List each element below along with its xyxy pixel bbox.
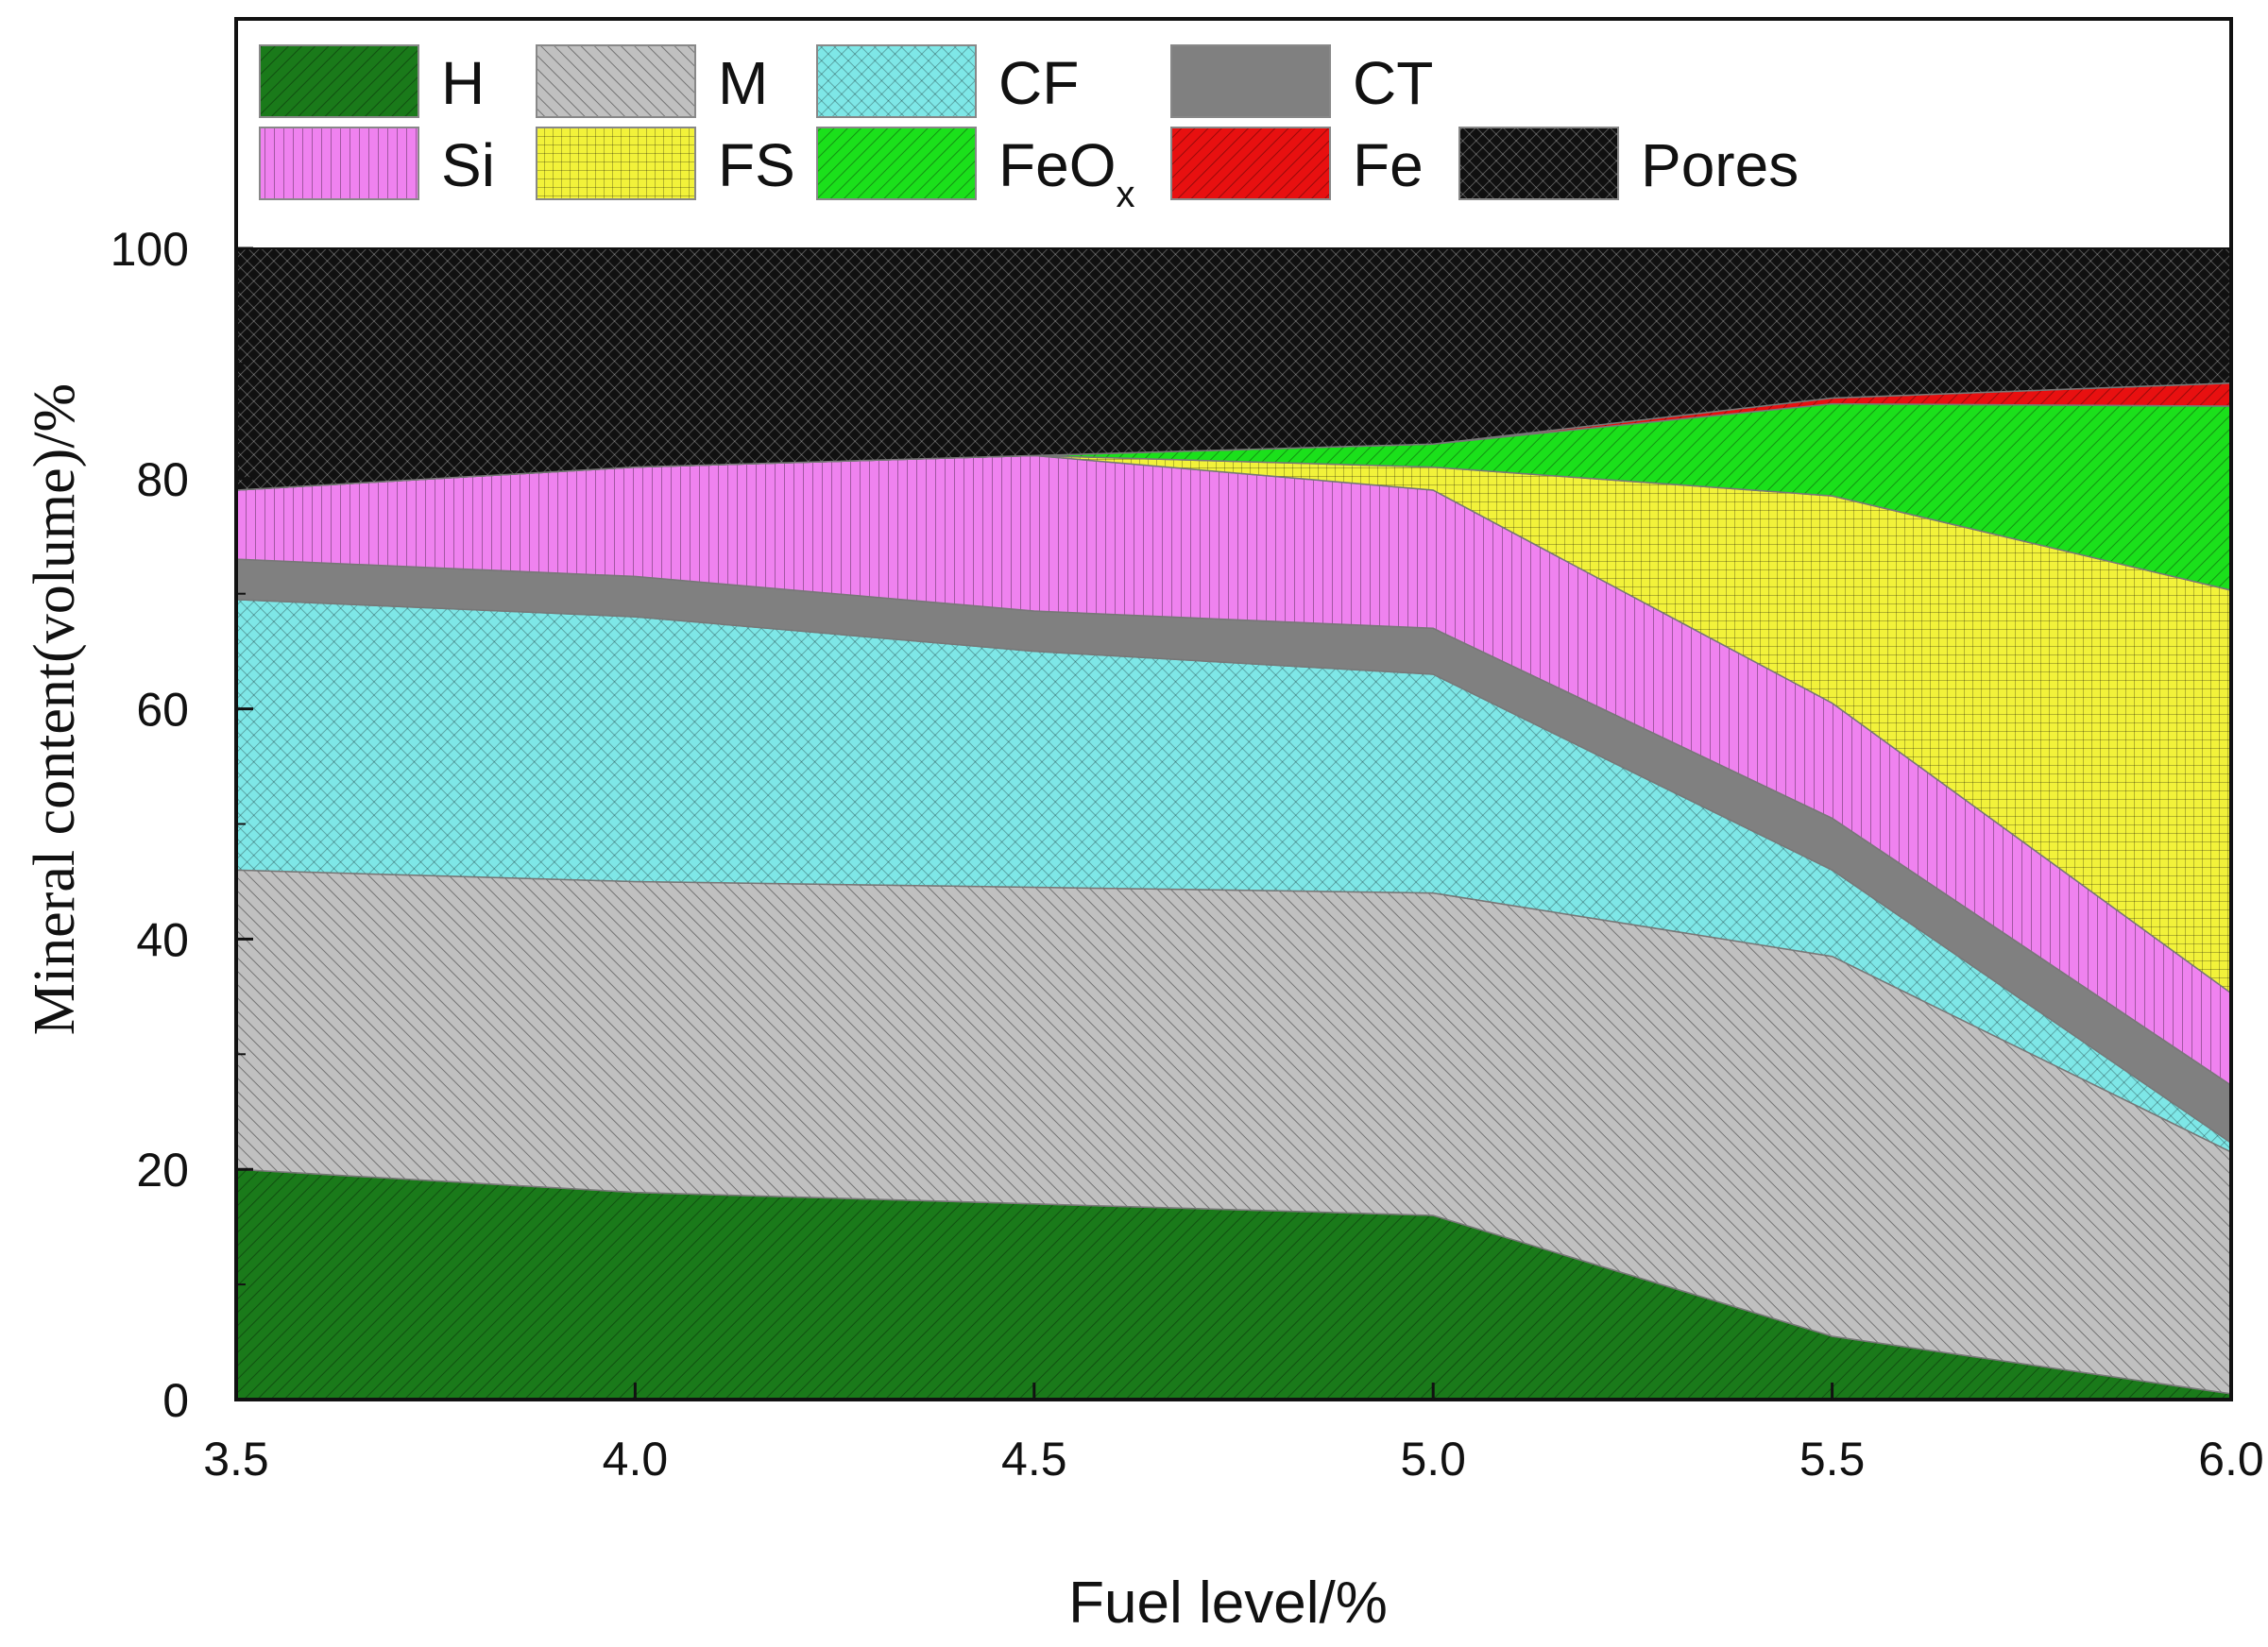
legend-label-fs: FS: [718, 131, 795, 199]
legend-swatch-feox: [816, 127, 977, 200]
legend-swatch-h: [259, 44, 419, 118]
y-tick-label: 20: [136, 1144, 189, 1197]
legend-label-pores: Pores: [1641, 131, 1799, 199]
legend-label-feox: FeOx: [998, 131, 1134, 215]
stacked-areas: [235, 247, 2232, 1401]
legend-swatch-fe: [1170, 127, 1331, 200]
legend-label-si: Si: [441, 131, 495, 199]
y-tick-label: 40: [136, 913, 189, 966]
x-tick-label: 6.0: [2198, 1433, 2264, 1486]
y-axis-ticks: 0 20 40 60 80 100: [111, 223, 253, 1427]
legend: H M CF CT Si FS FeOx Fe Pores: [259, 44, 1799, 215]
legend-label-m: M: [718, 49, 768, 117]
legend-swatch-cf: [816, 44, 977, 118]
y-axis-title: Mineral content(volume)/%: [23, 383, 87, 1035]
legend-swatch-pores: [1458, 127, 1619, 200]
legend-swatch-fs: [536, 127, 696, 200]
x-tick-label: 3.5: [203, 1433, 269, 1486]
legend-swatch-si: [259, 127, 419, 200]
legend-label-cf: CF: [998, 49, 1079, 117]
y-tick-label: 80: [136, 453, 189, 506]
x-tick-label: 4.5: [1001, 1433, 1067, 1486]
x-tick-label: 5.5: [1799, 1433, 1866, 1486]
x-tick-label: 5.0: [1400, 1433, 1466, 1486]
legend-label-fe: Fe: [1353, 131, 1424, 199]
legend-swatch-ct: [1170, 44, 1331, 118]
legend-label-ct: CT: [1353, 49, 1433, 117]
x-tick-label: 4.0: [603, 1433, 669, 1486]
legend-swatch-m: [536, 44, 696, 118]
legend-label-h: H: [441, 49, 485, 117]
y-tick-label: 0: [162, 1374, 189, 1427]
y-tick-label: 100: [111, 223, 189, 276]
x-axis-title: Fuel level/%: [1068, 1571, 1388, 1636]
y-tick-label: 60: [136, 684, 189, 737]
x-axis-ticks: 3.5 4.0 4.5 5.0 5.5 6.0: [203, 1383, 2264, 1486]
